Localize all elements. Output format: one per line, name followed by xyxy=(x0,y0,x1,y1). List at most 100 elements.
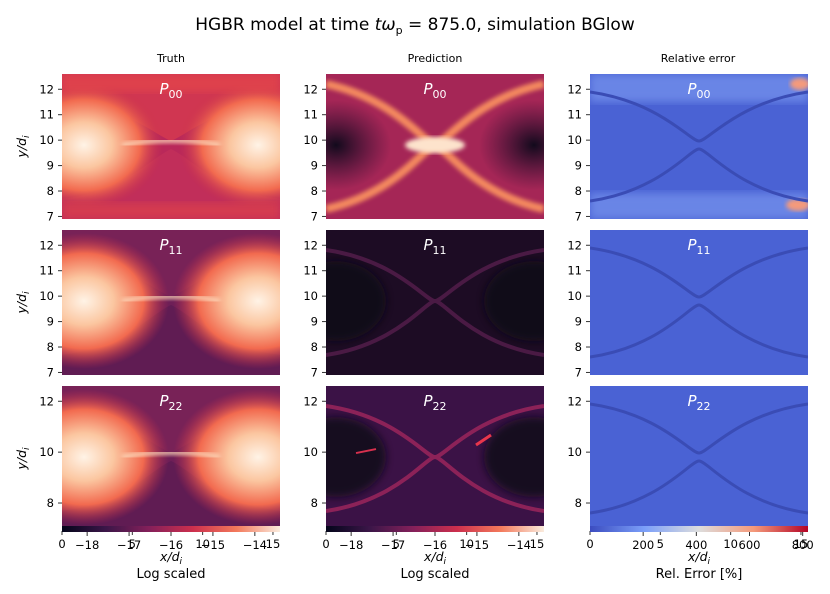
hot-streak xyxy=(355,448,377,455)
dark-island-right xyxy=(479,100,544,191)
hot-region-right xyxy=(178,80,280,211)
y-tick-label: 8 xyxy=(575,340,582,354)
y-tick-label: 10 xyxy=(567,445,582,459)
dark-island-left xyxy=(326,417,386,498)
y-tick-label: 8 xyxy=(311,496,318,510)
hot-region-right xyxy=(173,233,280,370)
y-tick-label: 7 xyxy=(47,365,54,379)
panel-label-P11: P11 xyxy=(687,236,710,257)
y-tick-label: 12 xyxy=(303,238,318,252)
y-tick-label: 8 xyxy=(47,184,54,198)
heatmap-panel-r1-c1: P11 xyxy=(326,230,544,375)
y-tick-label: 7 xyxy=(311,365,318,379)
panel-label-P00: P00 xyxy=(159,80,182,101)
colorbar-tick-label: 400 xyxy=(685,538,707,552)
y-tick-label: 10 xyxy=(39,133,54,147)
colorbar-label: Log scaled xyxy=(136,567,205,582)
y-tick-label: 9 xyxy=(47,159,54,173)
y-tick-label: 10 xyxy=(303,289,318,303)
x-line xyxy=(121,294,221,304)
y-axis-label: y/di xyxy=(14,447,32,471)
y-tick-label: 10 xyxy=(39,445,54,459)
x-tick-label: 5 xyxy=(657,537,664,551)
colorbar-tick-label: −15 xyxy=(465,538,489,552)
heatmap-panel-r1-c2: P11 xyxy=(590,230,808,375)
colorbar-tick-label: −14 xyxy=(243,538,267,552)
separatrix-top xyxy=(590,246,808,299)
colorbar-tick-label: 200 xyxy=(632,538,654,552)
y-tick-label: 12 xyxy=(567,394,582,408)
panel-label-P22: P22 xyxy=(687,392,710,413)
colorbar-tick-label: −18 xyxy=(75,538,99,552)
y-tick-label: 8 xyxy=(47,496,54,510)
separatrix-bottom xyxy=(590,303,808,359)
colorbar-tick-label: −16 xyxy=(423,538,447,552)
dark-island-right xyxy=(484,417,544,498)
colorbar-1 xyxy=(326,526,544,532)
y-tick-label: 8 xyxy=(311,340,318,354)
x-tick-label: 10 xyxy=(459,537,474,551)
y-tick-label: 9 xyxy=(311,315,318,329)
panel-label-P22: P22 xyxy=(423,392,446,413)
colorbar-tick-label: −15 xyxy=(201,538,225,552)
error-hotspot xyxy=(786,199,808,211)
dark-island-left xyxy=(326,100,391,191)
separatrix-bottom xyxy=(590,459,808,515)
y-tick-label: 10 xyxy=(303,445,318,459)
dark-island-right xyxy=(484,261,544,342)
x-tick-label: 0 xyxy=(322,537,329,551)
y-tick-label: 12 xyxy=(39,82,54,96)
panel-label-P11: P11 xyxy=(423,236,446,257)
x-tick-label: 15 xyxy=(266,537,281,551)
colorbar-tick-label: 600 xyxy=(739,538,761,552)
y-tick-label: 12 xyxy=(303,394,318,408)
colorbar-2 xyxy=(590,526,808,532)
y-tick-label: 8 xyxy=(575,496,582,510)
colorbar-tick-label: −16 xyxy=(159,538,183,552)
panel-label-P00: P00 xyxy=(687,80,710,101)
separatrix-bottom xyxy=(590,147,808,203)
y-tick-label: 11 xyxy=(567,264,582,278)
colorbars: −18 −17 −16 −15 −14 Log scaled −18 −17 −16 −15 −14… xyxy=(62,526,814,582)
x-tick-label: 10 xyxy=(723,537,738,551)
noise-band-bottom xyxy=(590,193,808,219)
y-tick-label: 7 xyxy=(47,209,54,223)
x-tick-label: 5 xyxy=(393,537,400,551)
y-tick-label: 12 xyxy=(39,394,54,408)
y-tick-label: 7 xyxy=(311,209,318,223)
heatmap-panel-r2-c0: P22 xyxy=(62,386,280,531)
separatrix-top xyxy=(590,402,808,455)
x-tick-label: 15 xyxy=(794,537,809,551)
colorbar-tick-label: −17 xyxy=(381,538,405,552)
hot-region-right xyxy=(173,389,280,526)
separatrix-bottom xyxy=(326,299,544,357)
y-tick-label: 12 xyxy=(303,82,318,96)
colorbar-tick-label: 800 xyxy=(792,538,814,552)
hot-region-left xyxy=(62,80,164,211)
separatrix-bottom xyxy=(326,455,544,513)
x-axis-label: x/di xyxy=(423,549,447,567)
heatmap-panel-r1-c0: P11 xyxy=(62,230,280,375)
heatmap-panel-r2-c1: P22 xyxy=(326,386,544,531)
x-axis-label: x/di xyxy=(159,549,183,567)
heatmap-panel-r0-c2: P00 xyxy=(590,74,808,219)
x-tick-label: 10 xyxy=(195,537,210,551)
colorbar-label: Rel. Error [%] xyxy=(656,567,743,582)
panel-background xyxy=(590,230,808,375)
x-tick-label: 0 xyxy=(586,537,593,551)
y-tick-label: 11 xyxy=(303,264,318,278)
y-tick-label: 9 xyxy=(575,159,582,173)
y-tick-label: 8 xyxy=(47,340,54,354)
panel-background xyxy=(590,386,808,531)
y-tick-label: 9 xyxy=(575,315,582,329)
noise-band-top xyxy=(590,74,808,102)
y-tick-label: 10 xyxy=(567,133,582,147)
colorbar-tick-label: −17 xyxy=(117,538,141,552)
y-tick-label: 12 xyxy=(39,238,54,252)
panel-label-P11: P11 xyxy=(159,236,182,257)
x-point xyxy=(405,137,465,154)
y-tick-label: 9 xyxy=(47,315,54,329)
colorbar-label: Log scaled xyxy=(400,567,469,582)
colorbar-tick-label: −14 xyxy=(507,538,531,552)
